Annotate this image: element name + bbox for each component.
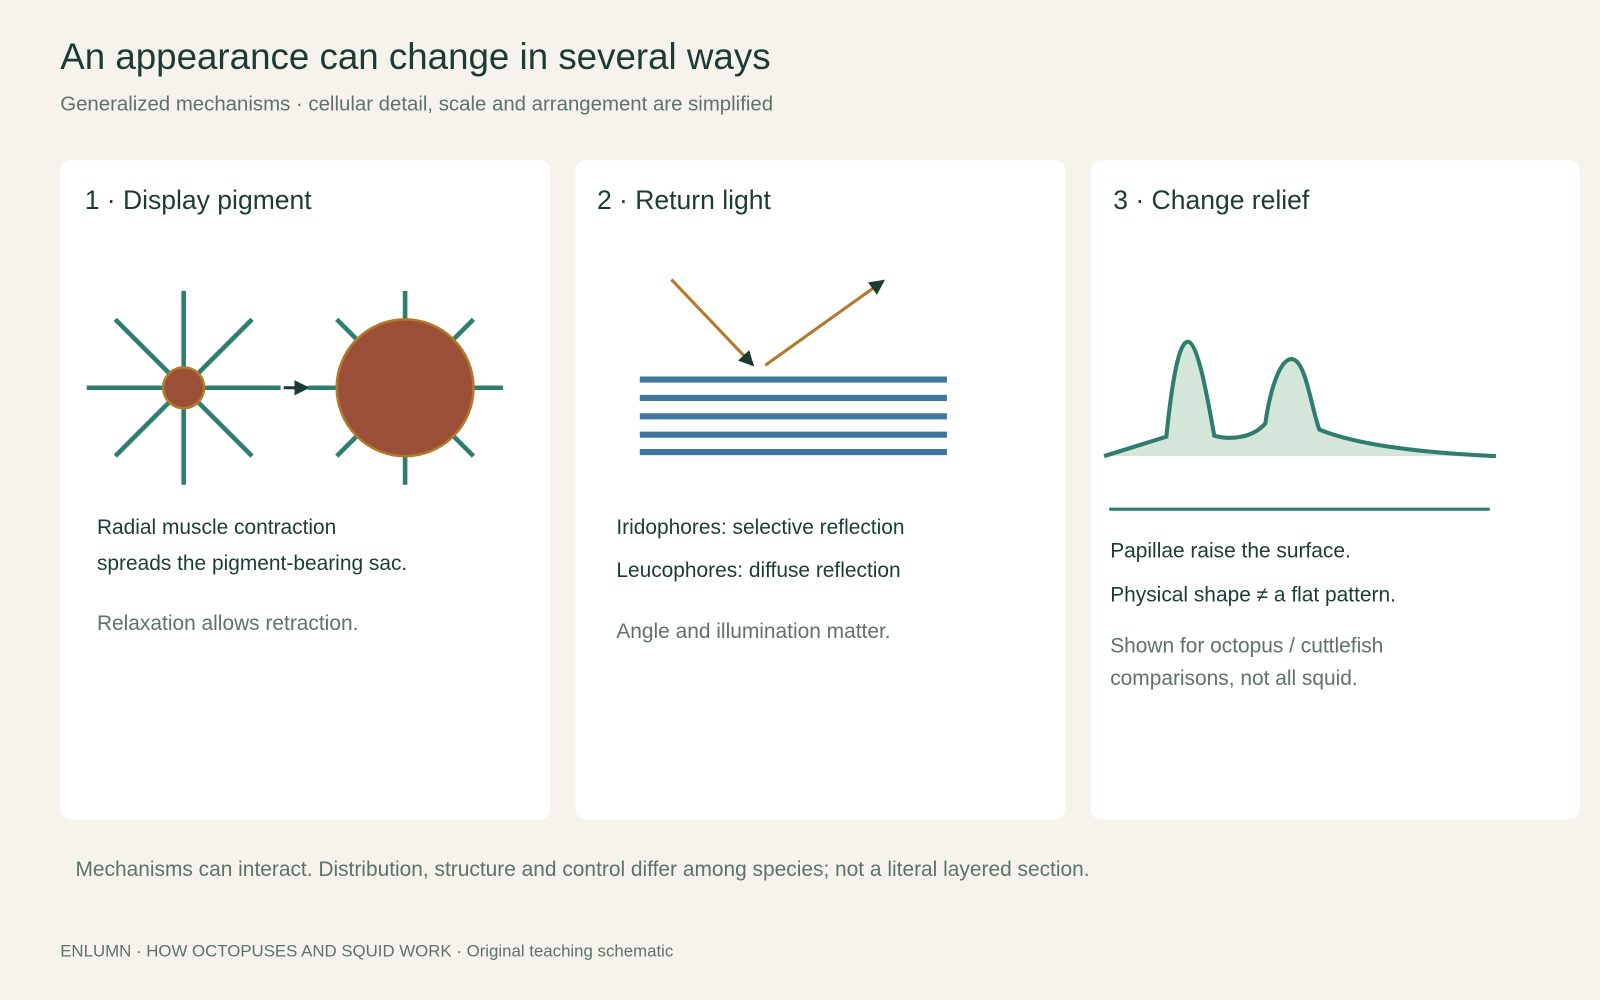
panel-text: Physical shape ≠ a flat pattern.	[1110, 583, 1396, 606]
panel	[575, 160, 1066, 820]
chromatophore-large	[308, 290, 504, 485]
credit: ENLUMN · HOW OCTOPUSES AND SQUID WORK · …	[60, 941, 673, 960]
panel-title: 2 · Return light	[597, 185, 772, 215]
panel-note: comparisons, not all squid.	[1110, 667, 1358, 690]
papillae-fill	[1104, 341, 1496, 457]
panel-title: 3 · Change relief	[1113, 185, 1310, 215]
subtitle: Generalized mechanisms · cellular detail…	[60, 93, 773, 115]
reflector-plates	[639, 376, 947, 456]
footnote: Mechanisms can interact. Distribution, s…	[76, 858, 1090, 881]
panel-text: Iridophores: selective reflection	[616, 516, 904, 539]
reflected-light	[764, 279, 885, 367]
panel-text: Papillae raise the surface.	[1110, 540, 1351, 563]
panel-text: spreads the pigment-bearing sac.	[97, 552, 407, 575]
title: An appearance can change in several ways	[60, 36, 770, 77]
panel-note: Relaxation allows retraction.	[97, 612, 358, 635]
papillae-outline	[1103, 339, 1497, 459]
panel	[1090, 160, 1580, 820]
panel-text: Radial muscle contraction	[97, 516, 336, 539]
panel-note: Shown for octopus / cuttlefish	[1110, 634, 1383, 657]
panel-note: Angle and illumination matter.	[616, 620, 890, 643]
chromatophore-small	[86, 290, 281, 485]
panel-title: 1 · Display pigment	[85, 185, 313, 215]
panel	[60, 160, 551, 820]
incoming-light	[670, 278, 755, 367]
panel-text: Leucophores: diffuse reflection	[616, 559, 900, 582]
